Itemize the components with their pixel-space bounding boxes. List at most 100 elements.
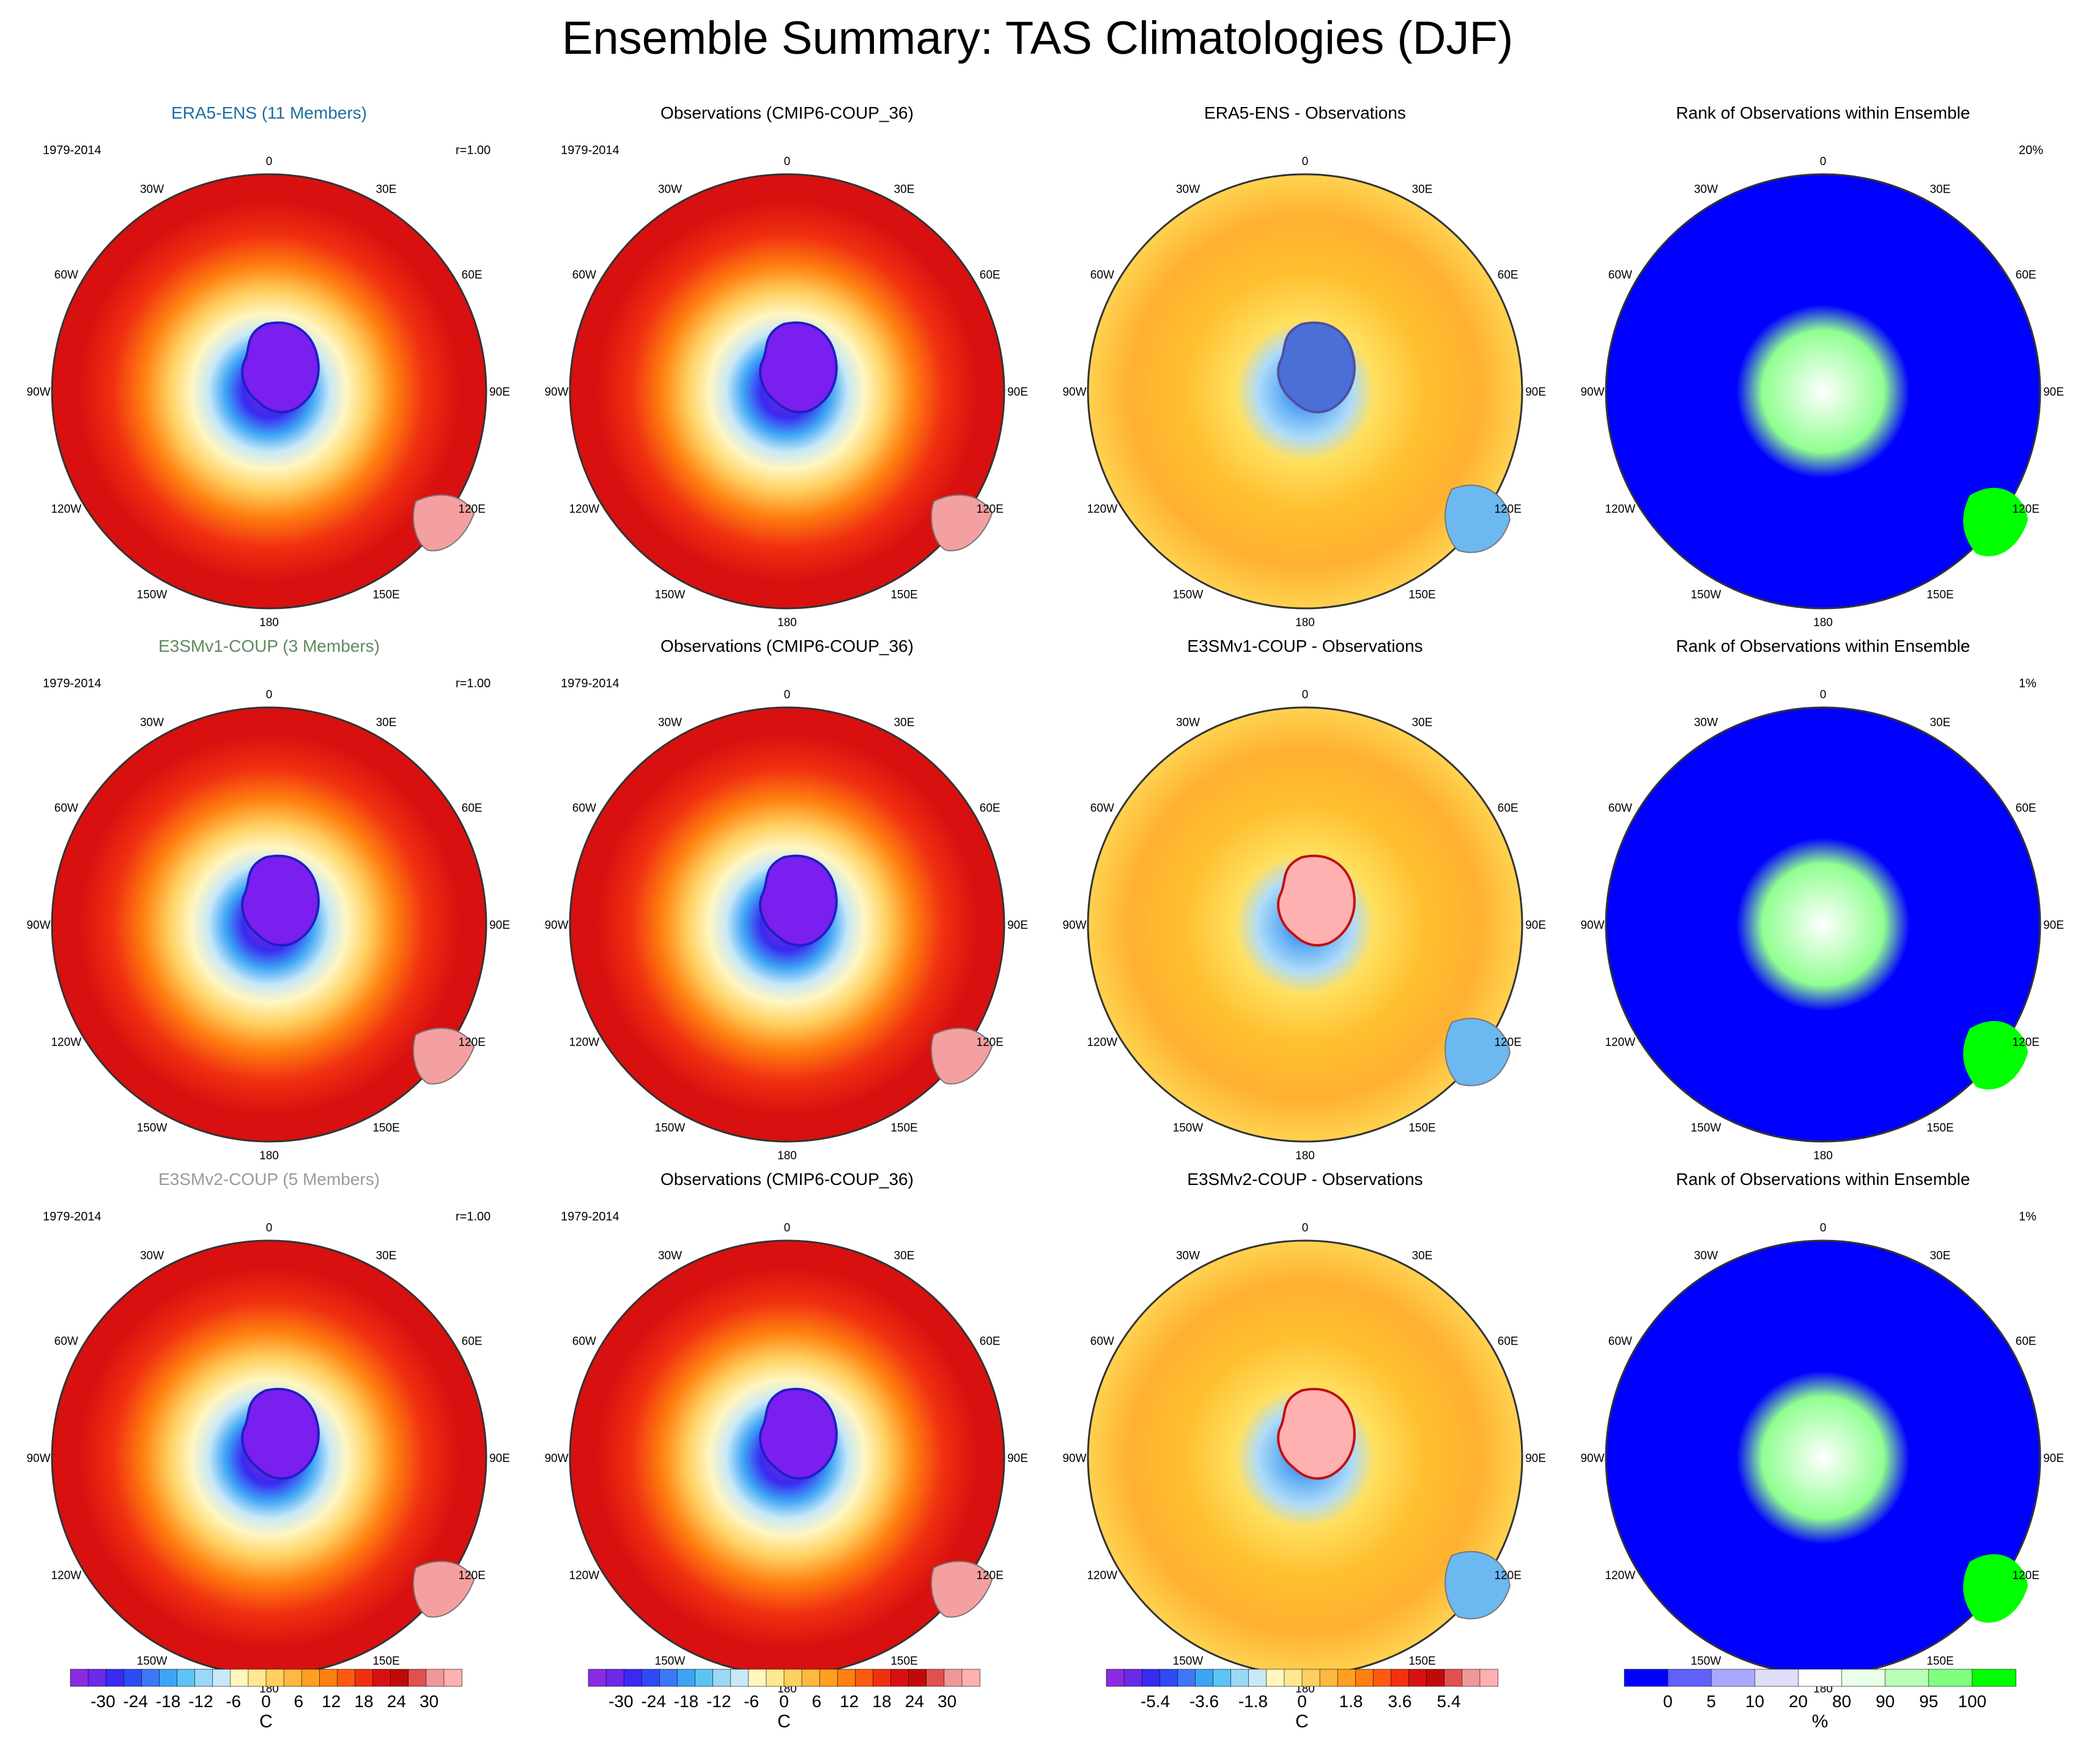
antarctica-region bbox=[241, 321, 320, 413]
lon-label: 90W bbox=[1062, 386, 1086, 399]
model-panel-title: E3SMv1-COUP (3 Members) bbox=[158, 637, 380, 655]
colorbar-swatch bbox=[301, 1669, 320, 1687]
period-label: 1979-2014 bbox=[43, 144, 102, 157]
lon-label: 90E bbox=[489, 919, 510, 932]
rank-map-panel: 0 30E 60E 90E 120E 150E 180 150W 120W 90W 60W 30W 1% bbox=[1578, 655, 2068, 1206]
colorbar-swatch bbox=[1213, 1669, 1232, 1687]
lon-label: 60W bbox=[54, 802, 78, 815]
lon-label: 30E bbox=[1930, 1249, 1951, 1262]
australia-region bbox=[1963, 1020, 2028, 1090]
colorbar-swatch bbox=[712, 1669, 731, 1687]
diff-map-panel: 0 30E 60E 90E 120E 150E 180 150W 120W 90W 60W 30W bbox=[1060, 655, 1550, 1206]
colorbar-swatch bbox=[1159, 1669, 1178, 1687]
colorbar-tick-label: -6 bbox=[226, 1692, 241, 1711]
colorbar-3: 0 5 10 20 80 90 95 100% bbox=[1624, 1669, 2052, 1761]
colorbar-swatch bbox=[265, 1669, 284, 1687]
colorbar-swatch bbox=[1266, 1669, 1285, 1687]
lon-label: 30W bbox=[1176, 716, 1200, 729]
colorbar-0: -30 -24 -18 -12 -6 0 6 12 18 24 30 C bbox=[70, 1669, 498, 1761]
australia-region bbox=[1963, 1554, 2028, 1623]
lon-label: 150W bbox=[1691, 589, 1722, 602]
colorbar-tick-label: 0 bbox=[1663, 1692, 1673, 1711]
lon-label: 120E bbox=[459, 1036, 486, 1049]
antarctica-region bbox=[759, 854, 838, 947]
colorbar-swatch bbox=[1195, 1669, 1214, 1687]
lon-label: 150W bbox=[1173, 1655, 1204, 1668]
lon-label: 60W bbox=[572, 802, 596, 815]
colorbar-swatch bbox=[1319, 1669, 1338, 1687]
colorbar-svg: -30 -24 -18 -12 -6 0 6 12 18 24 30 C bbox=[588, 1669, 980, 1732]
lon-label: 150W bbox=[137, 589, 168, 602]
colorbar-swatch bbox=[443, 1669, 462, 1687]
colorbar-swatch bbox=[248, 1669, 267, 1687]
colorbar-tick-label: 6 bbox=[812, 1692, 822, 1711]
colorbar-tick-label: -6 bbox=[744, 1692, 759, 1711]
lon-label: 0 bbox=[1820, 688, 1827, 701]
colorbar-tick-label: 20 bbox=[1789, 1692, 1808, 1711]
colorbar-swatch bbox=[1444, 1669, 1463, 1687]
lon-label: 0 bbox=[1820, 155, 1827, 168]
lon-label: 60W bbox=[54, 1335, 78, 1348]
model-panel-title: ERA5-ENS (11 Members) bbox=[171, 103, 367, 122]
lon-label: 180 bbox=[1813, 1150, 1833, 1162]
antarctica-region bbox=[241, 1387, 320, 1480]
lon-label: 90W bbox=[544, 1452, 568, 1465]
lon-label: 90E bbox=[1007, 1452, 1028, 1465]
colorbar-swatch bbox=[426, 1669, 445, 1687]
lon-label: 90E bbox=[2043, 919, 2064, 932]
lon-label: 60W bbox=[572, 1335, 596, 1348]
lon-label: 30E bbox=[376, 716, 397, 729]
colorbar-swatch bbox=[1479, 1669, 1498, 1687]
antarctica-region bbox=[241, 854, 320, 947]
lon-label: 0 bbox=[1302, 1222, 1309, 1234]
lon-label: 180 bbox=[1295, 1150, 1315, 1162]
lon-label: 0 bbox=[784, 1222, 791, 1234]
lon-label: 30W bbox=[1176, 183, 1200, 196]
lon-label: 180 bbox=[259, 616, 279, 629]
colorbar-swatch bbox=[1408, 1669, 1427, 1687]
colorbar-swatch bbox=[730, 1669, 749, 1687]
colorbar-swatch bbox=[1972, 1669, 2016, 1687]
lon-label: 120W bbox=[569, 503, 599, 516]
colorbar-swatch bbox=[890, 1669, 909, 1687]
lon-label: 120W bbox=[51, 1570, 81, 1582]
lon-label: 90E bbox=[2043, 1452, 2064, 1465]
lon-label: 120W bbox=[1087, 1036, 1117, 1049]
lon-label: 60W bbox=[1608, 802, 1632, 815]
lon-label: 60E bbox=[980, 1335, 1001, 1348]
colorbar-tick-label: 90 bbox=[1876, 1692, 1895, 1711]
lon-label: 180 bbox=[777, 1150, 797, 1162]
colorbar-tick-label: 30 bbox=[938, 1692, 956, 1711]
lon-label: 60E bbox=[980, 269, 1001, 282]
lon-label: 120E bbox=[2013, 503, 2040, 516]
colorbar-tick-label: -1.8 bbox=[1238, 1692, 1268, 1711]
lon-label: 60W bbox=[1090, 1335, 1114, 1348]
lon-label: 120E bbox=[977, 1036, 1004, 1049]
obs-polar-map: 030E60E90E120E150E180150W120W90W60W30W19… bbox=[544, 1210, 1028, 1696]
lon-label: 30E bbox=[1412, 183, 1433, 196]
lon-label: 60W bbox=[1090, 269, 1114, 282]
lon-label: 30W bbox=[140, 1249, 164, 1262]
lon-label: 150E bbox=[890, 589, 917, 602]
lon-label: 150W bbox=[1691, 1122, 1722, 1135]
colorbar-swatch bbox=[1755, 1669, 1799, 1687]
colorbar-tick-label: 10 bbox=[1745, 1692, 1764, 1711]
colorbar-swatch bbox=[961, 1669, 980, 1687]
lon-label: 0 bbox=[266, 155, 273, 168]
lon-label: 0 bbox=[266, 688, 273, 701]
lon-label: 0 bbox=[784, 688, 791, 701]
lon-label: 90W bbox=[26, 1452, 50, 1465]
antarctica-region bbox=[1277, 321, 1356, 413]
colorbar-swatch bbox=[212, 1669, 231, 1687]
figure-title: Ensemble Summary: TAS Climatologies (DJF… bbox=[561, 12, 1514, 64]
lon-label: 90E bbox=[489, 1452, 510, 1465]
colorbar-swatch bbox=[1355, 1669, 1374, 1687]
lon-label: 120E bbox=[1495, 1036, 1522, 1049]
obs-polar-map: 030E60E90E120E150E180150W120W90W60W30W19… bbox=[544, 144, 1027, 629]
lon-label: 150E bbox=[890, 1122, 917, 1135]
colorbar-swatch bbox=[159, 1669, 178, 1687]
colorbar-swatch bbox=[319, 1669, 338, 1687]
model-polar-map: 030E60E90E120E150E180150W120W90W60W30W19… bbox=[26, 1210, 510, 1696]
colorbar-swatch bbox=[801, 1669, 820, 1687]
